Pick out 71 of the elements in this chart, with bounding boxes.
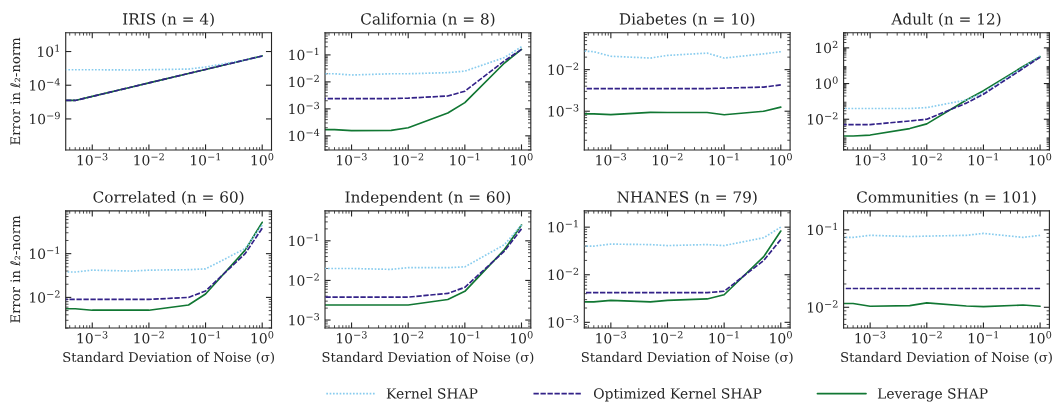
y-tick-label: 10$^{−3}$ xyxy=(548,315,579,328)
x-tick-label: 10$^{−3}$ xyxy=(855,331,886,344)
x-tick-label: 10$^{−3}$ xyxy=(337,331,367,344)
chart-title: California (n = 8) xyxy=(361,12,495,27)
chart-title: Correlated (n = 60) xyxy=(93,190,244,205)
chart-title: Adult (n = 12) xyxy=(891,12,1001,27)
legend-label: Kernel SHAP xyxy=(386,387,478,399)
x-tick-label: 10$^{−3}$ xyxy=(77,331,108,344)
x-axis-title: Standard Deviation of Noise (σ) xyxy=(841,351,1052,364)
y-tick-label: 10$^{−1}$ xyxy=(548,220,578,233)
y-tick-label: 10$^{−2}$ xyxy=(548,267,579,281)
y-tick-label: 10$^{−1}$ xyxy=(289,47,319,61)
chart-title: Communities (n = 101) xyxy=(857,190,1036,205)
y-tick-label: 10$^{−1}$ xyxy=(30,246,60,260)
x-tick-label: 10$^{−3}$ xyxy=(596,331,627,344)
x-tick-label: 10$^{0}$ xyxy=(251,331,274,344)
x-tick-label: 10$^{−2}$ xyxy=(652,331,683,344)
x-tick-label: 10$^{−1}$ xyxy=(968,153,998,166)
x-tick-label: 10$^{−1}$ xyxy=(968,331,998,344)
x-tick-label: 10$^{0}$ xyxy=(770,331,792,344)
x-tick-label: 10$^{−2}$ xyxy=(134,153,164,166)
x-tick-label: 10$^{0}$ xyxy=(510,331,533,344)
chart-title: NHANES (n = 79) xyxy=(617,190,757,205)
y-tick-label: 10$^{−3}$ xyxy=(548,104,579,117)
y-tick-label: 10$^{−4}$ xyxy=(30,78,60,91)
y-tick-label: 10$^{−2}$ xyxy=(289,273,319,286)
legend-label: Leverage SHAP xyxy=(877,388,988,402)
x-axis-title: Standard Deviation of Noise (σ) xyxy=(322,351,534,364)
y-tick-label: 10$^{1}$ xyxy=(38,44,60,57)
y-tick-label: 10$^{−2}$ xyxy=(807,112,838,125)
y-tick-label: 10$^{−1}$ xyxy=(289,233,319,247)
x-tick-label: 10$^{−3}$ xyxy=(337,153,367,166)
x-tick-label: 10$^{−3}$ xyxy=(855,153,886,166)
x-tick-label: 10$^{0}$ xyxy=(1029,331,1052,344)
x-axis-title: Standard Deviation of Noise (σ) xyxy=(581,351,793,364)
x-tick-label: 10$^{−2}$ xyxy=(912,153,942,166)
x-axis-title: Standard Deviation of Noise (σ) xyxy=(63,351,274,364)
y-tick-label: 10$^{−2}$ xyxy=(289,74,319,88)
x-tick-label: 10$^{−3}$ xyxy=(77,153,108,166)
chart-title: Independent (n = 60) xyxy=(345,190,511,206)
y-tick-label: 10$^{−3}$ xyxy=(289,312,320,326)
chart-title: IRIS (n = 4) xyxy=(123,12,214,27)
x-tick-label: 10$^{0}$ xyxy=(251,153,274,166)
x-tick-label: 10$^{0}$ xyxy=(1029,153,1052,166)
x-tick-label: 10$^{−1}$ xyxy=(191,153,221,166)
y-tick-label: 10$^{−2}$ xyxy=(548,62,579,76)
x-tick-label: 10$^{0}$ xyxy=(770,153,792,166)
x-tick-label: 10$^{−2}$ xyxy=(912,331,942,344)
x-tick-label: 10$^{−1}$ xyxy=(450,331,480,344)
x-tick-label: 10$^{−3}$ xyxy=(596,153,627,166)
x-tick-label: 10$^{−1}$ xyxy=(191,331,221,344)
y-tick-label: 10$^{−3}$ xyxy=(289,101,320,115)
x-tick-label: 10$^{−2}$ xyxy=(134,331,164,344)
x-tick-label: 10$^{−2}$ xyxy=(393,331,424,344)
x-tick-label: 10$^{−1}$ xyxy=(709,153,739,166)
y-tick-label: 10$^{−1}$ xyxy=(807,222,837,236)
x-tick-label: 10$^{0}$ xyxy=(510,153,533,166)
y-tick-label: 10$^{−2}$ xyxy=(30,290,60,303)
y-axis-title: Error in ℓ₂-norm xyxy=(10,215,21,323)
chart-title: Diabetes (n = 10) xyxy=(619,12,755,27)
y-tick-label: 10$^{−2}$ xyxy=(807,300,838,313)
x-tick-label: 10$^{−2}$ xyxy=(393,153,424,166)
y-tick-label: 10$^{−9}$ xyxy=(30,111,60,125)
x-tick-label: 10$^{−1}$ xyxy=(709,331,739,344)
legend-label: Optimized Kernel SHAP xyxy=(593,387,762,402)
y-tick-label: 10$^{2}$ xyxy=(816,40,838,54)
y-axis-title: Error in ℓ₂-norm xyxy=(10,37,21,145)
y-tick-label: 10$^{−4}$ xyxy=(289,128,320,142)
x-tick-label: 10$^{−1}$ xyxy=(450,153,480,166)
y-tick-label: 10$^{0}$ xyxy=(816,76,838,89)
x-tick-label: 10$^{−2}$ xyxy=(652,153,683,166)
